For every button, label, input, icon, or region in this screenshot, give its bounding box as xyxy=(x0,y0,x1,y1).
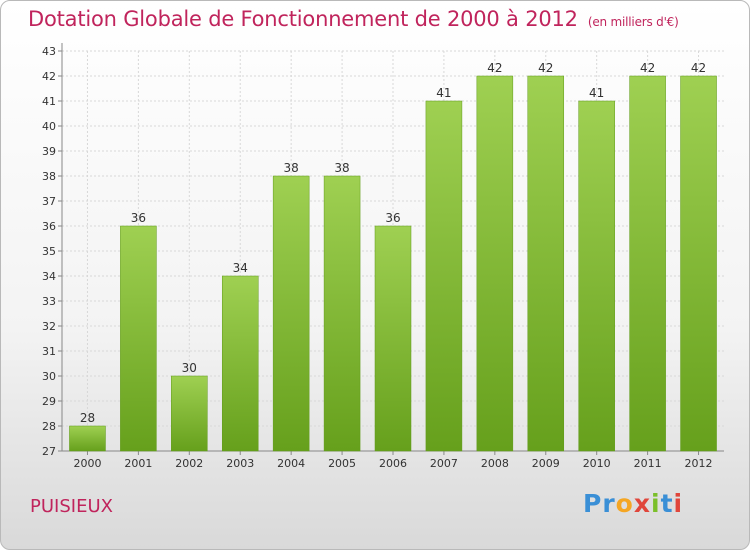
bar xyxy=(476,75,514,452)
bar xyxy=(425,100,463,452)
y-tick-label: 32 xyxy=(42,320,56,333)
y-tick-label: 36 xyxy=(42,220,56,233)
bar-value-label: 36 xyxy=(131,211,146,225)
x-tick-label: 2007 xyxy=(430,457,458,470)
chart-title: Dotation Globale de Fonctionnement de 20… xyxy=(28,7,679,31)
logo-letter: i xyxy=(673,489,684,518)
bar xyxy=(527,75,565,452)
y-tick-label: 30 xyxy=(42,370,56,383)
y-tick-label: 31 xyxy=(42,345,56,358)
bar-value-label: 36 xyxy=(385,211,400,225)
y-tick-label: 38 xyxy=(42,170,56,183)
y-tick-label: 33 xyxy=(42,295,56,308)
x-tick-label: 2009 xyxy=(532,457,560,470)
bar-value-label: 42 xyxy=(691,61,706,75)
bar-value-label: 38 xyxy=(284,161,299,175)
bar xyxy=(578,100,615,452)
bar-value-label: 28 xyxy=(80,411,95,425)
y-tick-label: 27 xyxy=(42,445,56,458)
x-tick-label: 2001 xyxy=(124,457,152,470)
y-tick-label: 41 xyxy=(42,95,56,108)
x-tick-label: 2003 xyxy=(226,457,254,470)
bar-value-label: 41 xyxy=(589,86,604,100)
bar xyxy=(69,425,106,452)
x-tick-label: 2006 xyxy=(379,457,407,470)
y-tick-label: 37 xyxy=(42,195,56,208)
bar-value-label: 38 xyxy=(334,161,349,175)
logo-letter: t xyxy=(660,489,674,518)
bar xyxy=(272,175,310,452)
x-tick-label: 2010 xyxy=(583,457,611,470)
y-tick-label: 34 xyxy=(42,270,56,283)
bar xyxy=(120,225,157,452)
bar-value-label: 42 xyxy=(640,61,655,75)
x-tick-label: 2000 xyxy=(73,457,101,470)
bar xyxy=(323,175,361,452)
logo-letter: o xyxy=(615,489,634,518)
y-tick-label: 40 xyxy=(42,120,56,133)
y-tick-label: 39 xyxy=(42,145,56,158)
bars: 28 36 30 34 38 38 36 41 42 42 41 42 42 xyxy=(69,61,717,452)
bar-value-label: 34 xyxy=(233,261,248,275)
unit-label: (en milliers d'€) xyxy=(587,15,679,29)
title-text: Dotation Globale de Fonctionnement de 20… xyxy=(28,7,578,31)
y-tick-label: 29 xyxy=(42,395,56,408)
bar xyxy=(171,375,208,452)
bar xyxy=(221,275,259,452)
bar xyxy=(680,75,717,452)
bar-value-label: 42 xyxy=(487,61,502,75)
bar xyxy=(374,225,412,452)
x-tick-label: 2005 xyxy=(328,457,356,470)
bar-value-label: 30 xyxy=(182,361,197,375)
y-tick-label: 35 xyxy=(42,245,56,258)
bar xyxy=(629,75,666,452)
x-tick-label: 2012 xyxy=(685,457,713,470)
logo-letter: x xyxy=(633,489,651,518)
logo-letter: P xyxy=(583,489,603,518)
logo-letter: i xyxy=(651,489,661,518)
bar-value-label: 42 xyxy=(538,61,553,75)
y-tick-label: 42 xyxy=(42,70,56,83)
y-tick-label: 28 xyxy=(42,420,56,433)
commune-name: PUISIEUX xyxy=(30,496,113,517)
x-tick-label: 2008 xyxy=(481,457,509,470)
x-tick-label: 2004 xyxy=(277,457,305,470)
bar-value-label: 41 xyxy=(436,86,451,100)
logo-letter: r xyxy=(602,489,616,518)
x-tick-label: 2002 xyxy=(175,457,203,470)
proxiti-logo: Proxiti xyxy=(583,489,683,518)
y-tick-label: 43 xyxy=(42,45,56,58)
x-tick-label: 2011 xyxy=(634,457,662,470)
